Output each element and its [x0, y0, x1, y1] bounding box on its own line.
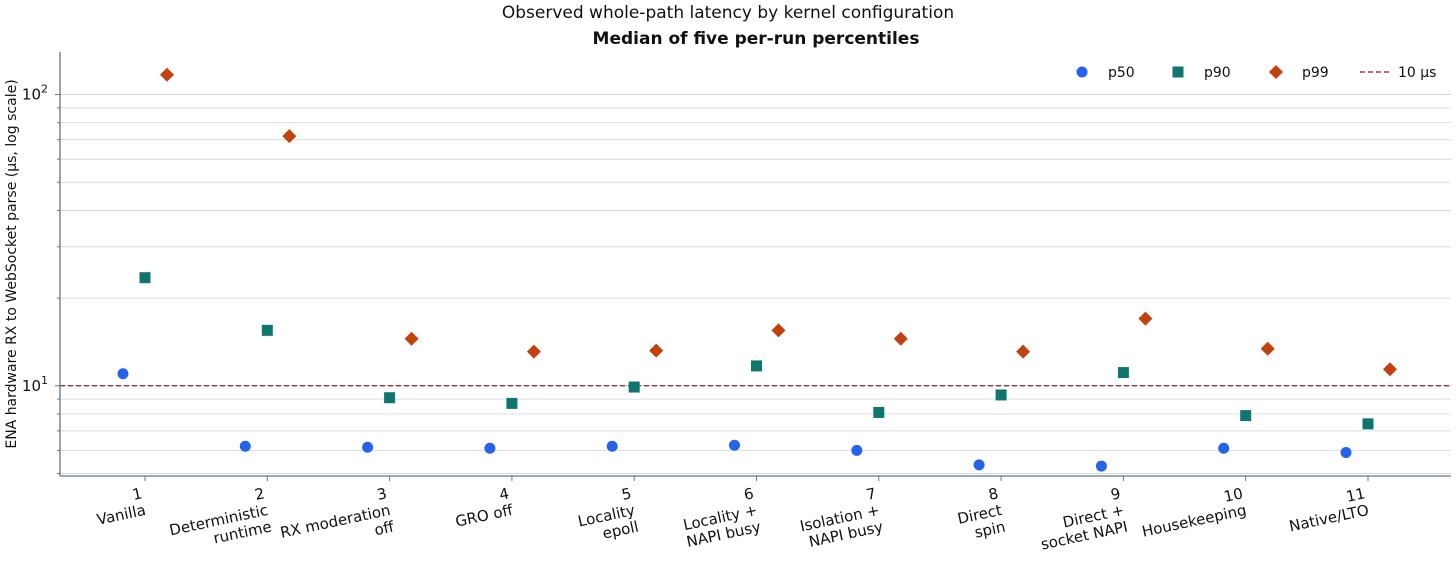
marker-p99	[526, 344, 541, 359]
legend: p50 p90 p99 10 µs	[1076, 65, 1436, 81]
legend-label-reference: 10 µs	[1398, 65, 1436, 81]
marker-p90	[1117, 367, 1129, 379]
marker-p90	[1362, 418, 1374, 430]
x-tick-label: 9Direct +socket NAPI	[1032, 484, 1129, 553]
marker-p50	[239, 440, 251, 452]
marker-p99	[1016, 344, 1031, 359]
marker-p99	[1383, 362, 1397, 377]
legend-label-p50: p50	[1108, 65, 1135, 81]
marker-p90	[995, 389, 1007, 401]
axes	[55, 52, 1451, 481]
y-tick-label: 102	[22, 83, 48, 104]
x-tick-label: 5Localityepoll	[573, 484, 640, 547]
x-tick-label: 8Directspin	[952, 484, 1007, 544]
chart-subtitle: Median of five per-run percentiles	[593, 29, 920, 49]
chart-title: Observed whole-path latency by kernel co…	[502, 3, 954, 23]
marker-p50	[729, 439, 740, 451]
x-tick-label: 2Deterministicruntime	[164, 484, 273, 556]
marker-p50	[1340, 447, 1352, 459]
y-tick-label: 101	[22, 374, 48, 395]
data-markers	[117, 67, 1397, 472]
legend-label-p90: p90	[1204, 65, 1231, 81]
marker-p90	[628, 381, 640, 393]
marker-p99	[404, 331, 419, 346]
marker-p50	[606, 440, 618, 452]
marker-p99	[649, 343, 664, 358]
marker-p90	[873, 406, 885, 418]
marker-p90	[139, 272, 151, 284]
x-tick-label: 4GRO off	[450, 484, 515, 530]
marker-p99	[1138, 311, 1153, 326]
marker-p90	[751, 360, 762, 372]
marker-p99	[160, 67, 174, 82]
y-tick-labels: 101 102	[22, 83, 48, 395]
marker-p50	[484, 442, 496, 454]
legend-label-p99: p99	[1302, 65, 1329, 81]
x-tick-label: 3RX moderationoff	[275, 484, 396, 558]
legend-marker-p90	[1172, 66, 1184, 78]
x-tick-label: 11Native/LTO	[1284, 484, 1370, 535]
marker-p99	[893, 331, 908, 346]
marker-p99	[771, 323, 786, 338]
marker-p50	[973, 459, 985, 471]
marker-p50	[1095, 460, 1107, 472]
x-tick-label: 6Locality +NAPI busy	[678, 484, 763, 551]
legend-marker-p50	[1076, 66, 1088, 78]
marker-p50	[851, 444, 863, 456]
legend-marker-p99	[1269, 65, 1283, 79]
marker-p50	[117, 368, 129, 380]
marker-p90	[506, 397, 518, 409]
marker-p90	[384, 392, 396, 404]
marker-p50	[1218, 442, 1230, 454]
x-tick-label: 1Vanilla	[92, 484, 148, 529]
x-tick-label: 7Isolation +NAPI busy	[795, 484, 885, 552]
marker-p90	[261, 324, 273, 336]
marker-p50	[362, 441, 374, 453]
x-tick-label: 10Housekeeping	[1137, 484, 1248, 540]
marker-p99	[282, 129, 297, 144]
y-axis-label: ENA hardware RX to WebSocket parse (µs, …	[4, 79, 20, 448]
marker-p99	[1260, 341, 1275, 356]
marker-p90	[1240, 410, 1252, 422]
